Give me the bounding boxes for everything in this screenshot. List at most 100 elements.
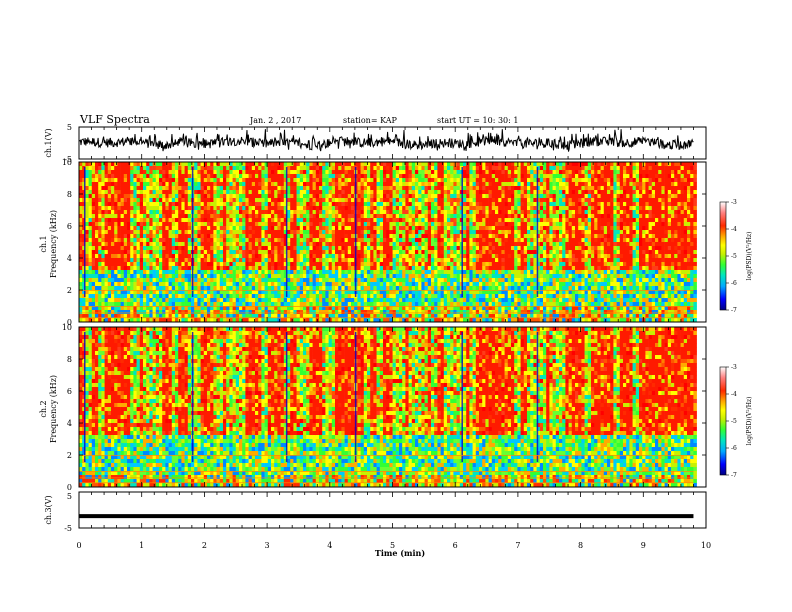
spectrogram-cell [213,198,217,202]
spectrogram-cell [130,238,134,242]
spectrogram-cell [188,310,192,314]
spectrogram-cell [220,186,224,190]
spectrogram-cell [220,238,224,242]
spectrogram-cell [223,210,227,214]
spectrogram-cell [117,190,121,194]
spectrogram-cell [217,166,221,170]
spectrogram-cell [252,250,256,254]
spectrogram-cell [239,266,243,270]
spectrogram-cell [92,266,96,270]
spectrogram-cell [101,210,105,214]
spectrogram-cell [261,254,265,258]
spectrogram-cell [233,266,237,270]
spectrogram-cell [197,166,201,170]
spectrogram-cell [111,246,115,250]
spectrogram-cell [297,234,301,238]
spectrogram-cell [172,230,176,234]
spectrogram-cell [255,194,259,198]
spectrogram-cell [85,202,89,206]
spectrogram-cell [201,198,205,202]
spectrogram-cell [175,174,179,178]
spectrogram-cell [172,218,176,222]
spectrogram-cell [249,166,253,170]
spectrogram-cell [210,182,214,186]
spectrogram-cell [117,210,121,214]
spectrogram-cell [207,242,211,246]
spectrogram-cell [146,278,150,282]
spectrogram-cell [156,226,160,230]
spectrogram-cell [169,210,173,214]
spectrogram-cell [105,294,109,298]
spectrogram-cell [156,234,160,238]
spectrogram-cell [162,238,166,242]
spectrogram-cell [98,190,102,194]
spectrogram-cell [165,282,169,286]
spectrogram-cell [293,190,297,194]
spectrogram-cell [169,194,173,198]
spectrogram-cell [108,266,112,270]
spectrogram-cell [290,310,294,314]
spectrogram-cell [188,282,192,286]
spectrogram-cell [95,246,99,250]
spectrogram-cell [290,234,294,238]
spectrogram-cell [293,282,297,286]
spectrogram-cell [249,246,253,250]
spectrogram-cell [236,250,240,254]
spectrogram-cell [149,266,153,270]
spectrogram-cell [194,266,198,270]
spectrogram-cell [252,282,256,286]
spectrogram-cell [220,234,224,238]
spectrogram-cell [290,278,294,282]
spectrogram-cell [137,310,141,314]
spectrogram-cell [194,178,198,182]
spectrogram-cell [101,174,105,178]
spectrogram-cell [149,246,153,250]
spectrogram-cell [89,166,93,170]
spectrogram-cell [175,302,179,306]
spectrogram-cell [204,286,208,290]
spectrogram-cell [172,238,176,242]
spectrogram-cell [217,170,221,174]
spectrogram-cell [165,174,169,178]
spectrogram-cell [165,194,169,198]
spectrogram-cell [201,254,205,258]
spectrogram-cell [297,258,301,262]
spectrogram-cell [261,298,265,302]
spectrogram-cell [108,258,112,262]
spectrogram-cell [223,162,227,166]
spectrogram-cell [137,246,141,250]
spectrogram-cell [287,218,291,222]
spectrogram-cell [175,242,179,246]
spectrogram-cell [277,298,281,302]
spectrogram-cell [117,226,121,230]
spectrogram-cell [178,238,182,242]
spectrogram-cell [297,270,301,274]
spectrogram-cell [89,186,93,190]
spectrogram-cell [111,254,115,258]
spectrogram-cell [143,310,147,314]
spectrogram-cell [239,186,243,190]
spectrogram-cell [185,174,189,178]
spectrogram-cell [111,274,115,278]
spectrogram-cell [239,246,243,250]
spectrogram-cell [156,246,160,250]
spectrogram-cell [105,266,109,270]
spectrogram-cell [290,250,294,254]
spectrogram-cell [146,222,150,226]
spectrogram-cell [281,214,285,218]
spectrogram-cell [287,166,291,170]
spectrogram-cell [85,234,89,238]
spectrogram-cell [149,170,153,174]
spectrogram-cell [300,262,304,266]
spectrogram-cell [297,222,301,226]
spectrogram-cell [137,250,141,254]
spectrogram-cell [185,282,189,286]
spectrogram-cell [242,210,246,214]
spectrogram-cell [98,238,102,242]
spectrogram-cell [220,258,224,262]
spectrogram-cell [265,170,269,174]
spectrogram-cell [217,266,221,270]
spectrogram-cell [181,262,185,266]
spectrogram-cell [114,302,118,306]
spectrogram-cell [172,202,176,206]
